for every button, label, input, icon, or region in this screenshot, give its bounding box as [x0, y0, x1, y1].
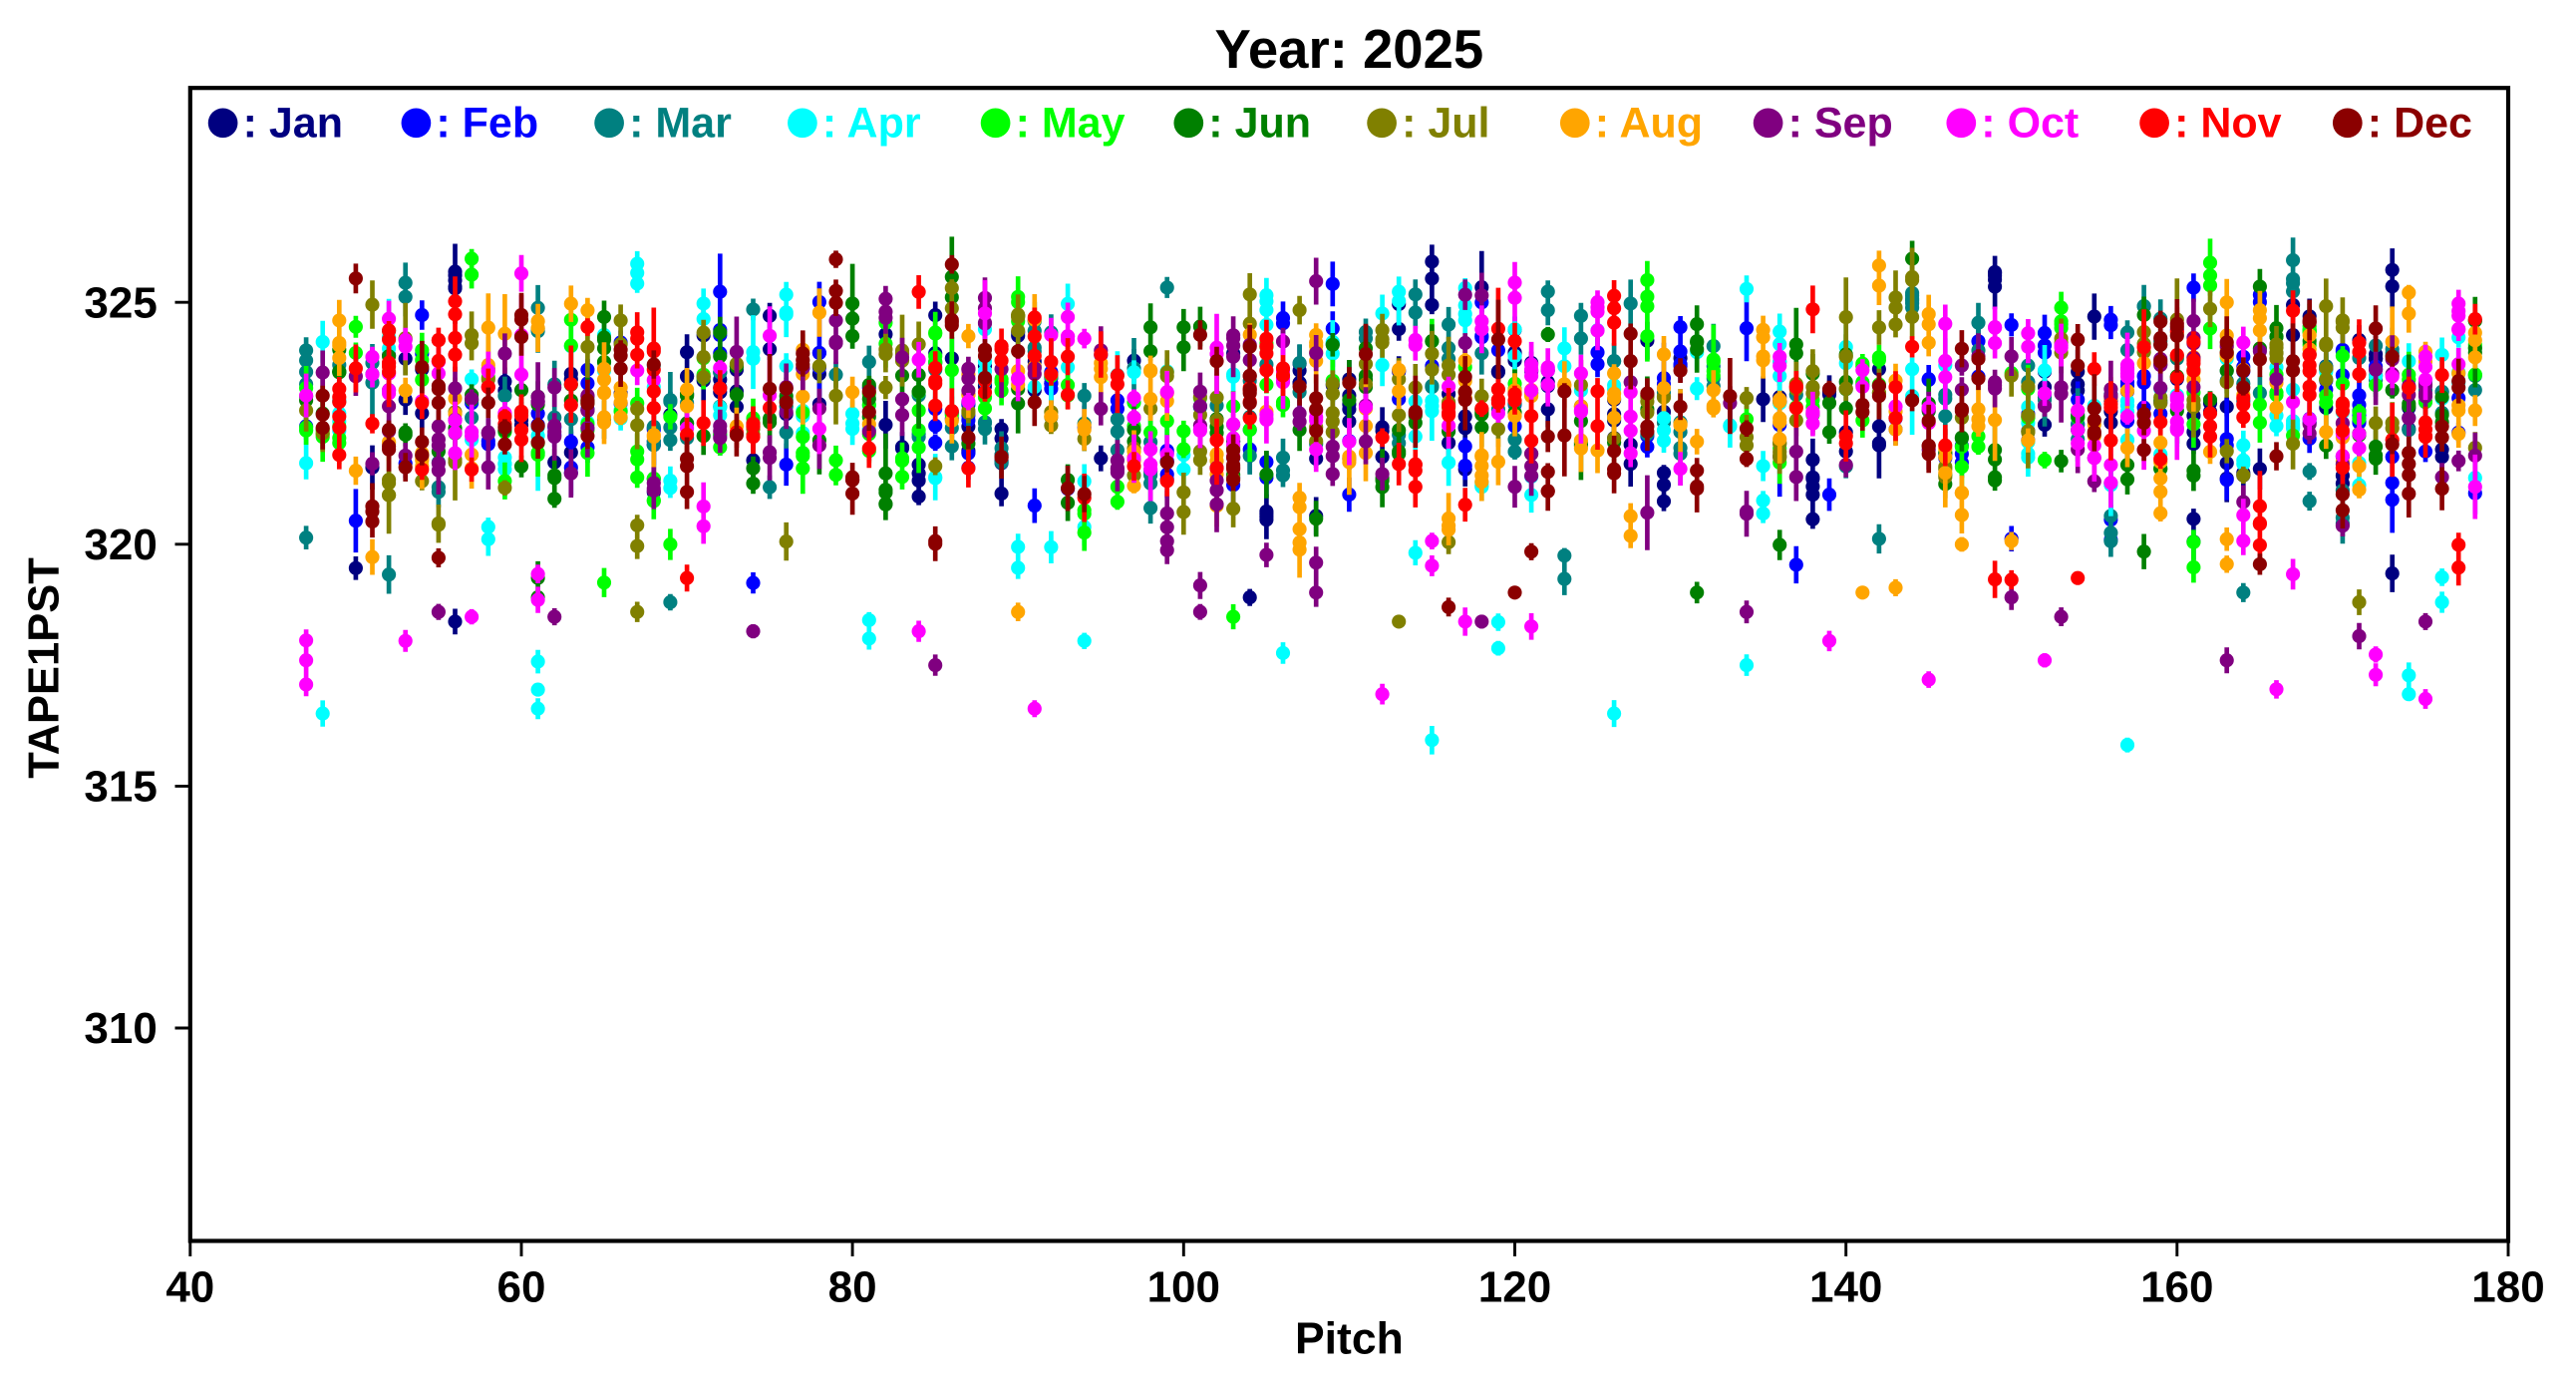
svg-text:: Mar: : Mar: [629, 100, 732, 148]
svg-text:100: 100: [1147, 1263, 1220, 1312]
svg-text:320: 320: [84, 520, 157, 569]
svg-text:310: 310: [84, 1004, 157, 1053]
svg-text:Pitch: Pitch: [1295, 1314, 1404, 1363]
svg-text:: Nov: : Nov: [2174, 100, 2282, 148]
svg-text:: Aug: : Aug: [1595, 100, 1703, 148]
svg-text:80: 80: [828, 1263, 877, 1312]
svg-text:140: 140: [1809, 1263, 1882, 1312]
svg-text:: Dec: : Dec: [2368, 100, 2472, 148]
svg-text:: Jan: : Jan: [243, 100, 343, 148]
svg-text:Year: 2025: Year: 2025: [1215, 19, 1484, 80]
svg-text:: Jun: : Jun: [1208, 100, 1311, 148]
svg-text:TAPE1PST: TAPE1PST: [20, 557, 68, 779]
svg-text:120: 120: [1478, 1263, 1551, 1312]
svg-text:315: 315: [84, 763, 157, 812]
svg-text:: Oct: : Oct: [1981, 100, 2079, 148]
svg-text:: Sep: : Sep: [1788, 100, 1893, 148]
svg-text:: Feb: : Feb: [436, 100, 538, 148]
svg-text:40: 40: [165, 1263, 214, 1312]
svg-text:160: 160: [2140, 1263, 2213, 1312]
svg-text:: Apr: : Apr: [822, 100, 921, 148]
svg-text:60: 60: [497, 1263, 546, 1312]
svg-text:: May: : May: [1016, 100, 1126, 148]
svg-text:325: 325: [84, 278, 157, 327]
svg-text:180: 180: [2471, 1263, 2544, 1312]
svg-text:: Jul: : Jul: [1402, 100, 1489, 148]
